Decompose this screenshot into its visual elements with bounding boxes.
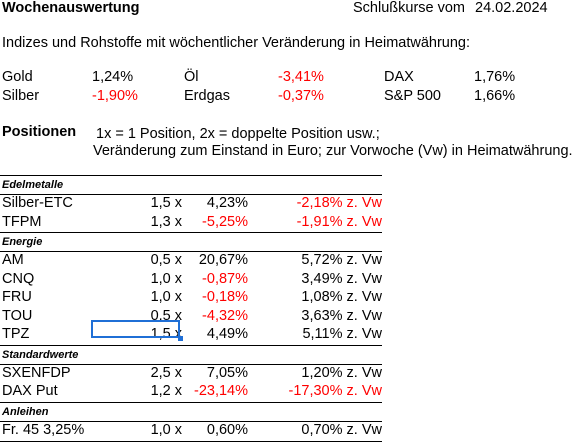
close-date-label: Schlußkurse vom [353, 0, 466, 16]
position-change: 20,67% [198, 252, 248, 268]
position-quantity: 0,5 x [150, 252, 182, 268]
position-name: SXENFDP [2, 364, 71, 381]
index-name: Gold [2, 69, 33, 85]
positions-note-line2: Veränderung zum Einstand in Euro; zur Vo… [93, 143, 573, 159]
position-name: TOU [2, 307, 33, 324]
table-divider [0, 251, 382, 252]
position-quantity: 2,5 x [150, 364, 182, 381]
position-name: TFPM [2, 213, 42, 230]
index-name: DAX [384, 69, 414, 85]
position-weekly-change: 3,49% z. Vw [301, 270, 382, 287]
position-change: 0,60% [206, 421, 248, 438]
position-name: DAX Put [2, 383, 58, 399]
table-divider [0, 420, 382, 422]
index-change: -3,41% [278, 69, 324, 85]
position-change: -5,25% [202, 213, 248, 230]
indices-heading: Indizes und Rohstoffe mit wöchentlicher … [2, 35, 471, 51]
position-weekly-change: 0,70% z. Vw [301, 421, 382, 438]
selected-cell[interactable] [91, 320, 180, 338]
position-quantity: 1,0 x [150, 270, 182, 287]
position-quantity: 1,0 x [150, 421, 182, 438]
position-change: 4,49% [206, 326, 248, 342]
position-name: AM [2, 252, 24, 268]
table-divider [0, 194, 382, 195]
index-name: Erdgas [184, 88, 230, 104]
index-change: -0,37% [278, 88, 324, 104]
index-name: S&P 500 [384, 88, 441, 104]
position-weekly-change: -17,30% z. Vw [288, 383, 383, 399]
fill-handle[interactable] [178, 336, 183, 341]
position-quantity: 1,3 x [150, 213, 182, 230]
position-name: Silber-ETC [2, 195, 73, 211]
position-weekly-change: -2,18% z. Vw [296, 195, 382, 211]
index-change: 1,66% [474, 88, 516, 104]
position-weekly-change: 5,72% z. Vw [301, 252, 382, 268]
position-quantity: 1,5 x [150, 195, 182, 211]
positions-label: Positionen [2, 124, 77, 140]
position-weekly-change: 3,63% z. Vw [301, 307, 382, 324]
position-change: 4,23% [206, 195, 248, 211]
position-change: -23,14% [193, 383, 248, 399]
position-change: -0,18% [202, 289, 248, 305]
category-label: Standardwerte [2, 348, 79, 361]
position-quantity: 1,0 x [150, 289, 182, 305]
position-quantity: 1,5 x [150, 326, 182, 342]
table-divider [0, 175, 382, 176]
position-name: CNQ [2, 270, 35, 287]
position-change: -0,87% [202, 270, 248, 287]
index-name: Silber [2, 88, 40, 104]
category-label: Anleihen [2, 405, 49, 418]
category-label: Edelmetalle [2, 179, 64, 191]
positions-note-line1: 1x = 1 Position, 2x = doppelte Position … [96, 126, 380, 142]
position-name: Fr. 45 3,25% [2, 421, 85, 438]
position-weekly-change: 1,08% z. Vw [301, 289, 382, 305]
index-change: 1,76% [474, 69, 516, 85]
table-divider [0, 363, 382, 365]
position-weekly-change: 1,20% z. Vw [301, 364, 382, 381]
table-divider [0, 344, 382, 346]
position-weekly-change: -1,91% z. Vw [296, 213, 382, 230]
position-name: FRU [2, 289, 32, 305]
index-name: Öl [184, 69, 199, 85]
position-quantity: 0,5 x [150, 307, 182, 324]
position-name: TPZ [2, 326, 30, 342]
table-divider [0, 401, 382, 403]
close-date-value: 24.02.2024 [475, 0, 548, 16]
index-change: -1,90% [92, 88, 138, 104]
position-quantity: 1,2 x [150, 383, 182, 399]
category-label: Energie [2, 236, 43, 248]
index-change: 1,24% [92, 69, 134, 85]
position-weekly-change: 5,11% z. Vw [302, 326, 382, 342]
position-change: 7,05% [206, 364, 248, 381]
position-change: -4,32% [202, 307, 248, 324]
sheet-title: Wochenauswertung [2, 0, 140, 16]
table-divider [0, 232, 382, 233]
